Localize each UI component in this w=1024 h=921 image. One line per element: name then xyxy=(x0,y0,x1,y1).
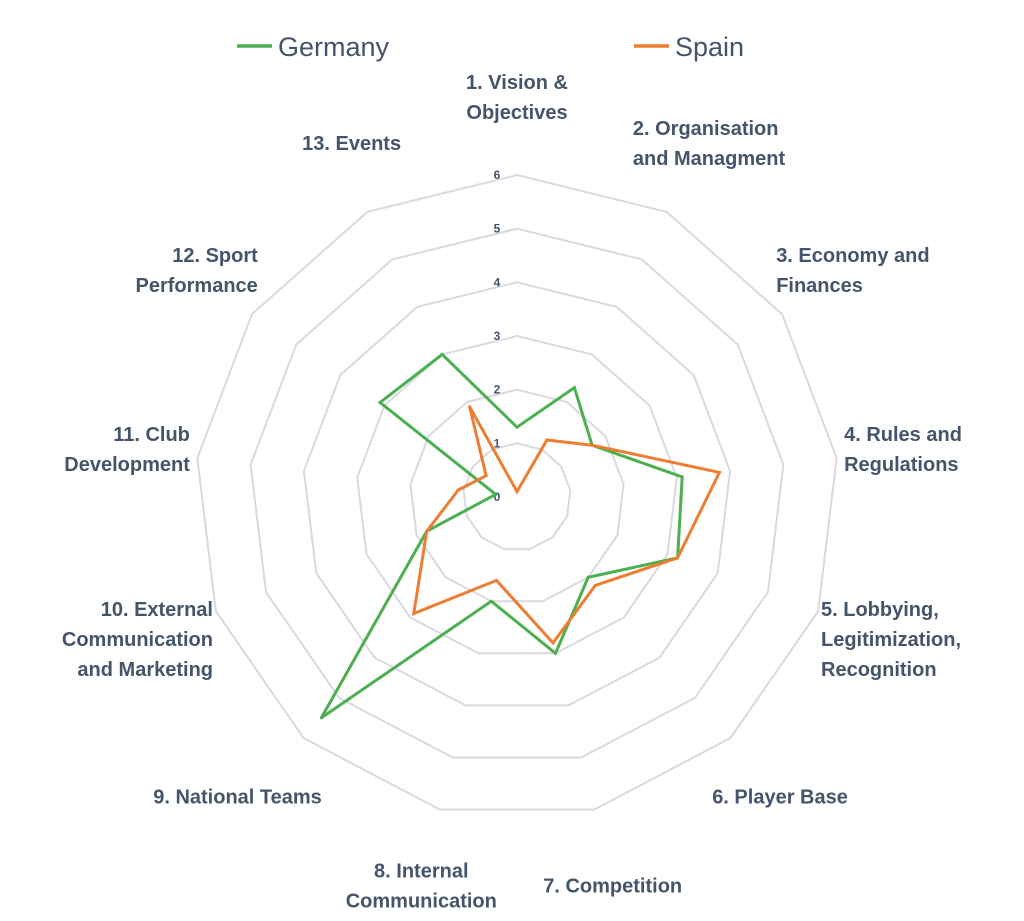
category-label-3: 3. Economy and Finances xyxy=(776,245,929,297)
data-point-germany-8 xyxy=(489,599,493,603)
category-label-line: 9. National Teams xyxy=(153,786,322,808)
category-label-line: and Managment xyxy=(633,148,786,170)
grid-ring-6 xyxy=(196,173,838,811)
series-line-spain xyxy=(411,405,722,646)
category-label-line: 5. Lobbying, xyxy=(821,599,939,621)
r-tick-label: 0 xyxy=(494,490,501,504)
category-label-line: 8. Internal xyxy=(374,860,468,882)
data-point-spain-9 xyxy=(412,612,416,615)
category-label-line: Regulations xyxy=(844,454,958,476)
category-label-line: 12. Sport xyxy=(172,245,258,267)
data-point-germany-6 xyxy=(586,575,590,579)
category-label-4: 4. Rules and Regulations xyxy=(844,424,962,476)
category-label-9: 9. National Teams xyxy=(153,786,322,808)
data-point-spain-2 xyxy=(545,438,549,442)
r-tick-label: 5 xyxy=(494,222,501,236)
category-label-layer: 1. Vision & Objectives 2. Organisation and … xyxy=(62,72,962,912)
grid-ring-5 xyxy=(249,227,785,759)
data-point-spain-4 xyxy=(717,470,721,474)
category-label-line: Legitimization, xyxy=(821,629,961,651)
data-point-spain-10 xyxy=(425,529,429,533)
legend-label-germany: Germany xyxy=(278,32,390,62)
category-label-13: 13. Events xyxy=(302,133,401,155)
data-point-germany-1 xyxy=(515,425,519,429)
category-label-line: 4. Rules and xyxy=(844,424,962,446)
r-tick-label: 3 xyxy=(494,329,501,343)
data-point-spain-12 xyxy=(484,474,488,478)
grid-ring-4 xyxy=(302,281,732,707)
data-point-germany-9 xyxy=(319,716,323,720)
category-label-line: Recognition xyxy=(821,659,937,681)
grid-ring-2 xyxy=(409,388,625,603)
data-point-germany-4 xyxy=(680,475,684,479)
data-point-spain-11 xyxy=(456,488,460,492)
data-point-germany-11 xyxy=(494,492,498,496)
data-point-spain-8 xyxy=(495,578,498,582)
grid-layer xyxy=(196,173,838,811)
data-point-germany-12 xyxy=(378,401,382,404)
category-label-line: 7. Competition xyxy=(543,875,682,897)
category-label-10: 10. External Communication and Marketing xyxy=(62,599,213,681)
r-tick-label: 6 xyxy=(494,168,501,182)
data-point-spain-6 xyxy=(593,583,597,587)
category-label-6: 6. Player Base xyxy=(712,786,848,808)
category-label-5: 5. Lobbying, Legitimization, Recognition xyxy=(821,599,961,681)
category-label-line: 13. Events xyxy=(302,133,401,155)
category-label-line: 11. Club xyxy=(113,424,190,446)
category-label-12: 12. Sport Performance xyxy=(136,245,259,297)
legend: Germany Spain xyxy=(237,32,744,62)
category-label-1: 1. Vision & Objectives xyxy=(466,72,568,124)
grid-ring-3 xyxy=(356,334,678,655)
category-label-line: Performance xyxy=(136,275,258,297)
category-label-line: Objectives xyxy=(466,102,567,124)
category-label-8: 8. Internal Communication xyxy=(346,860,497,912)
category-label-line: 10. External xyxy=(101,599,213,621)
r-tick-label: 1 xyxy=(494,436,501,450)
data-point-germany-7 xyxy=(554,651,557,655)
data-point-spain-5 xyxy=(676,556,680,560)
category-label-line: Finances xyxy=(776,275,863,297)
series-line-germany xyxy=(319,352,684,720)
data-point-germany-13 xyxy=(440,352,444,356)
category-label-line: 1. Vision & xyxy=(466,72,568,94)
category-label-line: 6. Player Base xyxy=(712,786,848,808)
data-point-spain-13 xyxy=(468,405,472,409)
category-label-2: 2. Organisation and Managment xyxy=(633,118,786,170)
category-label-7: 7. Competition xyxy=(543,875,682,897)
legend-label-spain: Spain xyxy=(675,32,744,62)
grid-ring-1 xyxy=(462,442,572,551)
category-label-line: 3. Economy and xyxy=(776,245,929,267)
category-label-line: Communication xyxy=(62,629,213,651)
data-point-spain-7 xyxy=(551,641,555,645)
data-point-germany-2 xyxy=(572,386,576,390)
category-label-11: 11. Club Development xyxy=(64,424,190,476)
category-label-line: Development xyxy=(64,454,190,476)
r-tick-label: 2 xyxy=(494,383,501,397)
category-label-line: 2. Organisation xyxy=(633,118,779,140)
data-point-spain-1 xyxy=(515,490,519,494)
data-point-spain-3 xyxy=(590,443,594,447)
category-label-line: Communication xyxy=(346,890,497,912)
r-tick-label: 4 xyxy=(494,275,501,289)
category-label-line: and Marketing xyxy=(77,659,213,681)
series-layer xyxy=(319,352,722,720)
tick-layer: 0 1 2 3 4 5 6 xyxy=(494,168,501,504)
